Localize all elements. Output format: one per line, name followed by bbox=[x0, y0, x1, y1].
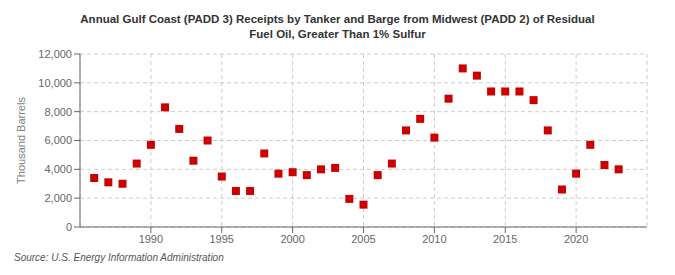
svg-text:2005: 2005 bbox=[351, 233, 375, 245]
html-text:Annual Gulf Coast (PADD 3) Rec: Annual Gulf Coast (PADD 3) Receipts by T… bbox=[80, 13, 595, 40]
svg-text:6,000: 6,000 bbox=[44, 134, 72, 146]
svg-text:2,000: 2,000 bbox=[44, 192, 72, 204]
svg-text:Thousand Barrels: Thousand Barrels bbox=[15, 97, 27, 184]
svg-text:2010: 2010 bbox=[422, 233, 446, 245]
svg-text:0: 0 bbox=[66, 221, 72, 233]
html-text:Source: U.S. Energy Informatio: Source: U.S. Energy Information Administ… bbox=[14, 252, 224, 263]
svg-text:12,000: 12,000 bbox=[38, 48, 72, 60]
svg-text:1990: 1990 bbox=[139, 233, 163, 245]
svg-text:1995: 1995 bbox=[210, 233, 234, 245]
svg-text:4,000: 4,000 bbox=[44, 163, 72, 175]
svg-text:8,000: 8,000 bbox=[44, 106, 72, 118]
svg-text:10,000: 10,000 bbox=[38, 77, 72, 89]
svg-text:2015: 2015 bbox=[493, 233, 517, 245]
svg-text:2020: 2020 bbox=[564, 233, 588, 245]
svg-text:2000: 2000 bbox=[280, 233, 304, 245]
